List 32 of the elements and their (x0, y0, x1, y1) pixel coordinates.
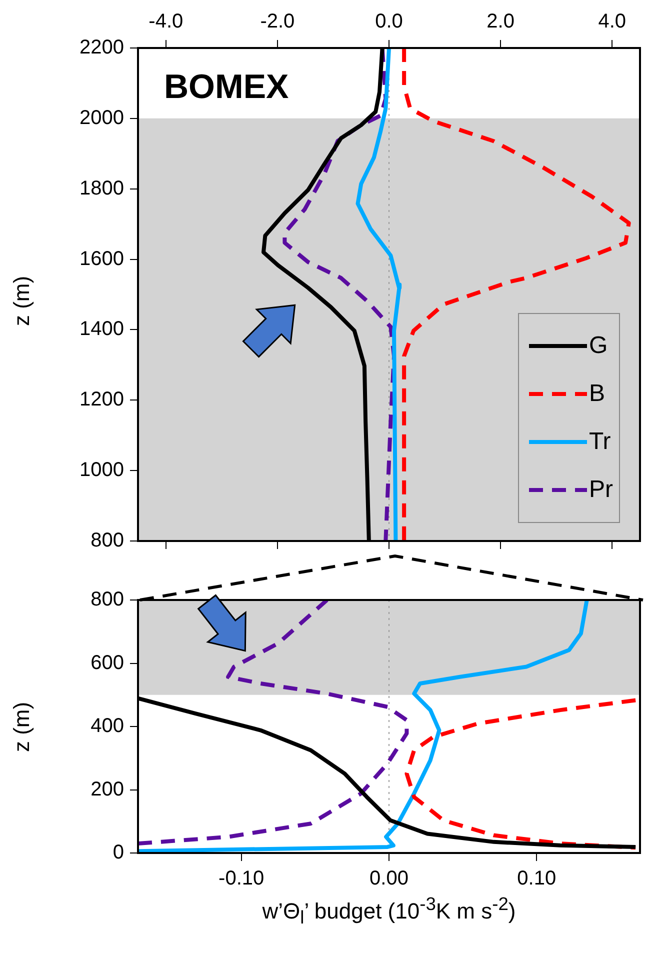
y-tick-label: 600 (90, 652, 124, 674)
x-tick-label: 2.0 (486, 10, 514, 33)
y-tick-label: 1200 (80, 388, 124, 411)
y-tick-label: 1600 (80, 248, 124, 270)
x-tick-label: -2.0 (260, 10, 295, 33)
x-tick-label: -4.0 (148, 10, 184, 33)
legend-label: Pr (589, 476, 613, 504)
y-axis-title: z (m) (9, 701, 35, 752)
x-tick-label: 0.10 (517, 868, 556, 890)
y-tick-label: 0 (112, 842, 124, 864)
x-tick-label: -0.10 (218, 868, 264, 890)
y-axis-title: z (m) (9, 275, 35, 326)
x-tick-label: 0.00 (370, 868, 408, 890)
legend-label: G (589, 332, 608, 360)
line-series (402, 48, 631, 541)
x-tick-label: 4.0 (598, 10, 626, 33)
x-tick-label: 0.0 (375, 10, 403, 33)
y-tick-label: 2200 (80, 36, 124, 59)
legend-label: Tr (589, 428, 611, 456)
y-tick-label: 1000 (80, 459, 124, 482)
y-tick-label: 800 (90, 530, 124, 552)
y-tick-label: 800 (90, 588, 124, 611)
legend-label: B (589, 380, 606, 408)
y-tick-label: 200 (90, 778, 124, 800)
annotation: BOMEX (164, 68, 289, 107)
y-tick-label: 1400 (80, 318, 124, 340)
y-tick-label: 400 (90, 715, 124, 738)
line-series (404, 698, 638, 850)
x-axis-title: w’Θ$_{l}$’ budget (10$^{-3}$K m s$^{-2}$) (262, 893, 516, 929)
y-tick-label: 1800 (80, 177, 124, 200)
line-series (138, 600, 409, 846)
y-tick-label: 2000 (80, 106, 124, 129)
